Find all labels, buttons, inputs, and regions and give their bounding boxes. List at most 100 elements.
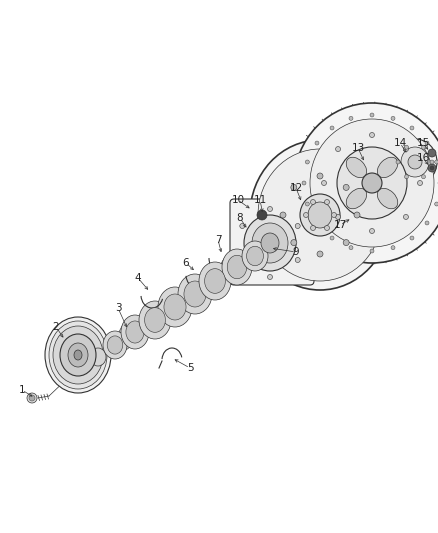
- Ellipse shape: [68, 343, 88, 367]
- Circle shape: [315, 221, 319, 225]
- Ellipse shape: [401, 147, 429, 177]
- Text: 1: 1: [19, 385, 25, 395]
- Text: 8: 8: [237, 213, 244, 223]
- Ellipse shape: [337, 147, 407, 219]
- Circle shape: [421, 175, 425, 179]
- Text: 7: 7: [215, 235, 221, 245]
- Circle shape: [302, 181, 306, 185]
- Text: 6: 6: [183, 258, 189, 268]
- Circle shape: [268, 206, 272, 212]
- Circle shape: [430, 160, 434, 164]
- Ellipse shape: [346, 157, 367, 177]
- Text: 10: 10: [231, 195, 244, 205]
- Ellipse shape: [310, 119, 434, 247]
- Ellipse shape: [107, 336, 123, 354]
- Ellipse shape: [121, 315, 149, 349]
- Circle shape: [291, 239, 297, 246]
- Circle shape: [410, 236, 414, 240]
- Ellipse shape: [74, 350, 82, 360]
- Circle shape: [391, 116, 395, 120]
- Ellipse shape: [252, 223, 288, 263]
- Ellipse shape: [300, 194, 340, 236]
- Circle shape: [240, 257, 245, 262]
- Circle shape: [240, 223, 245, 229]
- Circle shape: [336, 147, 341, 151]
- Ellipse shape: [378, 188, 398, 209]
- Ellipse shape: [362, 173, 382, 193]
- Circle shape: [321, 181, 326, 185]
- Circle shape: [425, 221, 429, 225]
- Ellipse shape: [158, 287, 192, 327]
- Circle shape: [280, 212, 286, 218]
- Circle shape: [396, 160, 400, 164]
- Circle shape: [29, 395, 35, 401]
- Circle shape: [325, 225, 329, 230]
- Ellipse shape: [308, 202, 332, 228]
- Circle shape: [317, 173, 323, 179]
- Ellipse shape: [60, 334, 96, 376]
- Circle shape: [305, 160, 309, 164]
- Ellipse shape: [53, 326, 103, 384]
- Ellipse shape: [103, 331, 127, 359]
- Circle shape: [330, 236, 334, 240]
- Circle shape: [417, 181, 423, 185]
- Circle shape: [370, 113, 374, 117]
- Circle shape: [295, 257, 300, 262]
- Text: 11: 11: [253, 195, 267, 205]
- Circle shape: [405, 146, 409, 149]
- Ellipse shape: [247, 246, 263, 266]
- Circle shape: [325, 199, 329, 205]
- Circle shape: [403, 214, 409, 220]
- Ellipse shape: [45, 317, 111, 393]
- Text: 17: 17: [333, 220, 346, 230]
- Circle shape: [403, 147, 409, 151]
- Text: 5: 5: [187, 363, 193, 373]
- Ellipse shape: [145, 308, 166, 333]
- Circle shape: [370, 133, 374, 138]
- Ellipse shape: [244, 215, 296, 271]
- Circle shape: [311, 199, 315, 205]
- Ellipse shape: [250, 140, 390, 290]
- Ellipse shape: [126, 321, 144, 343]
- Circle shape: [425, 141, 429, 145]
- Circle shape: [428, 149, 436, 157]
- Circle shape: [430, 166, 434, 170]
- Ellipse shape: [218, 251, 240, 285]
- Circle shape: [268, 274, 272, 279]
- Ellipse shape: [117, 317, 139, 351]
- Ellipse shape: [378, 157, 398, 177]
- Circle shape: [332, 213, 336, 217]
- Circle shape: [336, 214, 341, 220]
- Ellipse shape: [176, 278, 200, 314]
- Circle shape: [257, 210, 267, 220]
- Ellipse shape: [49, 321, 107, 389]
- Circle shape: [405, 175, 409, 179]
- Circle shape: [330, 126, 334, 130]
- Circle shape: [291, 184, 297, 190]
- Ellipse shape: [227, 255, 247, 279]
- Ellipse shape: [90, 348, 106, 366]
- Ellipse shape: [156, 291, 180, 327]
- Circle shape: [370, 229, 374, 233]
- Circle shape: [343, 239, 349, 246]
- Circle shape: [349, 116, 353, 120]
- Ellipse shape: [178, 274, 212, 314]
- Circle shape: [421, 146, 425, 149]
- Text: 16: 16: [417, 153, 430, 163]
- Text: 4: 4: [135, 273, 141, 283]
- Ellipse shape: [139, 301, 171, 339]
- Ellipse shape: [205, 269, 226, 293]
- Circle shape: [391, 246, 395, 249]
- Ellipse shape: [196, 265, 220, 301]
- Circle shape: [295, 223, 300, 229]
- Circle shape: [428, 164, 436, 172]
- Circle shape: [304, 213, 308, 217]
- Ellipse shape: [199, 262, 231, 300]
- Text: 2: 2: [53, 322, 59, 332]
- Circle shape: [370, 249, 374, 253]
- Circle shape: [311, 225, 315, 230]
- Ellipse shape: [258, 149, 382, 281]
- Ellipse shape: [137, 305, 159, 339]
- Ellipse shape: [184, 281, 206, 307]
- Text: 14: 14: [393, 138, 406, 148]
